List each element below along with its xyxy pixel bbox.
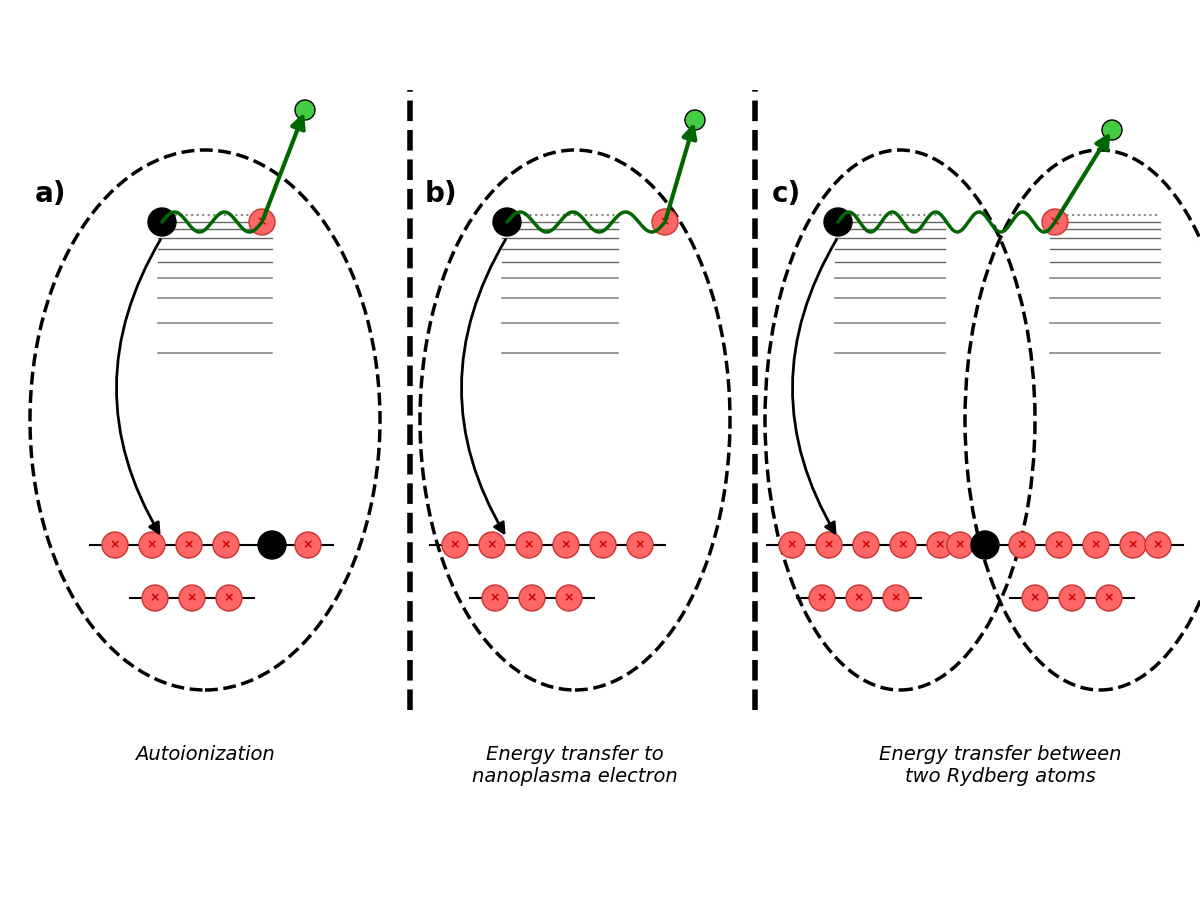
Text: a): a) bbox=[35, 180, 66, 208]
Circle shape bbox=[102, 532, 128, 558]
Circle shape bbox=[1060, 585, 1085, 611]
Text: b): b) bbox=[425, 180, 457, 208]
Circle shape bbox=[442, 532, 468, 558]
Circle shape bbox=[148, 208, 176, 236]
Text: ×: × bbox=[1153, 538, 1163, 552]
Circle shape bbox=[590, 532, 616, 558]
Circle shape bbox=[1145, 532, 1171, 558]
Circle shape bbox=[809, 585, 835, 611]
Text: ×: × bbox=[221, 538, 232, 552]
Circle shape bbox=[482, 585, 508, 611]
Circle shape bbox=[628, 532, 653, 558]
Text: Energy transfer between
two Rydberg atoms: Energy transfer between two Rydberg atom… bbox=[878, 745, 1121, 786]
Circle shape bbox=[142, 585, 168, 611]
Circle shape bbox=[556, 585, 582, 611]
Text: ×: × bbox=[150, 591, 161, 605]
Text: ×: × bbox=[302, 538, 313, 552]
Text: Autoionization: Autoionization bbox=[136, 745, 275, 764]
Circle shape bbox=[779, 532, 805, 558]
Text: ×: × bbox=[487, 538, 497, 552]
Text: ×: × bbox=[257, 215, 268, 229]
Text: ×: × bbox=[527, 591, 538, 605]
Text: ×: × bbox=[1016, 538, 1027, 552]
Circle shape bbox=[816, 532, 842, 558]
Text: ×: × bbox=[1091, 538, 1102, 552]
Text: ×: × bbox=[564, 591, 575, 605]
Text: ×: × bbox=[635, 538, 646, 552]
Circle shape bbox=[1009, 532, 1034, 558]
Text: ×: × bbox=[660, 215, 671, 229]
Text: ×: × bbox=[935, 538, 946, 552]
Circle shape bbox=[1042, 209, 1068, 235]
Circle shape bbox=[853, 532, 878, 558]
Text: ×: × bbox=[1067, 591, 1078, 605]
Text: ×: × bbox=[490, 591, 500, 605]
Text: ×: × bbox=[817, 591, 827, 605]
Circle shape bbox=[685, 110, 706, 130]
Text: Energy transfer to
nanoplasma electron: Energy transfer to nanoplasma electron bbox=[472, 745, 678, 786]
Text: ×: × bbox=[1030, 591, 1040, 605]
Circle shape bbox=[493, 208, 521, 236]
Text: ×: × bbox=[853, 591, 864, 605]
Text: ×: × bbox=[823, 538, 834, 552]
Circle shape bbox=[520, 585, 545, 611]
FancyArrowPatch shape bbox=[116, 239, 161, 533]
Circle shape bbox=[971, 531, 998, 559]
Text: ×: × bbox=[450, 538, 461, 552]
Text: ×: × bbox=[1054, 538, 1064, 552]
Circle shape bbox=[176, 532, 202, 558]
Text: ×: × bbox=[560, 538, 571, 552]
Text: ×: × bbox=[860, 538, 871, 552]
Circle shape bbox=[295, 100, 314, 120]
Circle shape bbox=[1096, 585, 1122, 611]
Text: ×: × bbox=[898, 538, 908, 552]
Text: ×: × bbox=[187, 591, 197, 605]
Text: ×: × bbox=[890, 591, 901, 605]
Text: ×: × bbox=[1050, 215, 1061, 229]
Text: ×: × bbox=[146, 538, 157, 552]
Text: ×: × bbox=[523, 538, 534, 552]
Circle shape bbox=[1120, 532, 1146, 558]
Circle shape bbox=[1046, 532, 1072, 558]
Circle shape bbox=[516, 532, 542, 558]
Text: ×: × bbox=[1128, 538, 1139, 552]
Text: ×: × bbox=[184, 538, 194, 552]
FancyArrowPatch shape bbox=[462, 239, 505, 533]
Circle shape bbox=[553, 532, 580, 558]
Circle shape bbox=[258, 531, 286, 559]
Circle shape bbox=[947, 532, 973, 558]
Circle shape bbox=[824, 208, 852, 236]
Circle shape bbox=[846, 585, 872, 611]
Circle shape bbox=[139, 532, 166, 558]
FancyArrowPatch shape bbox=[792, 239, 836, 533]
Text: ×: × bbox=[787, 538, 797, 552]
Circle shape bbox=[179, 585, 205, 611]
Text: ×: × bbox=[598, 538, 608, 552]
Circle shape bbox=[928, 532, 953, 558]
Text: ×: × bbox=[109, 538, 120, 552]
Text: ×: × bbox=[223, 591, 234, 605]
Circle shape bbox=[890, 532, 916, 558]
Circle shape bbox=[652, 209, 678, 235]
Circle shape bbox=[250, 209, 275, 235]
Circle shape bbox=[1102, 120, 1122, 140]
Text: c): c) bbox=[772, 180, 802, 208]
Text: ×: × bbox=[1104, 591, 1115, 605]
Text: ×: × bbox=[955, 538, 965, 552]
Circle shape bbox=[1022, 585, 1048, 611]
Circle shape bbox=[214, 532, 239, 558]
Circle shape bbox=[883, 585, 910, 611]
Circle shape bbox=[216, 585, 242, 611]
Circle shape bbox=[1084, 532, 1109, 558]
Circle shape bbox=[479, 532, 505, 558]
Circle shape bbox=[295, 532, 322, 558]
